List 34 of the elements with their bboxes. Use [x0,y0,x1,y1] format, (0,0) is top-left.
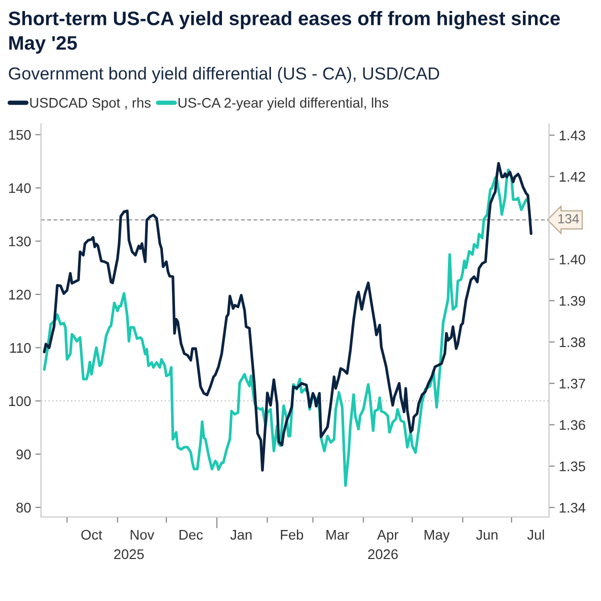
y-tick-label: 80 [16,502,31,513]
text: 2025 [114,549,144,560]
y-tick-label: 110 [10,342,31,353]
y-tick-label: 130 [9,236,31,246]
y-tick-label: 120 [9,290,31,300]
x-tick-label: May [424,530,450,542]
legend-label: USDCAD Spot , rhs [30,98,151,110]
y-tick-label: 90 [16,449,31,460]
y2-tick-label: 1.37 [560,378,586,389]
x-tick-label: Jun [476,530,498,540]
x-tick-label: Nov [130,530,154,540]
y2-tick-label: 1.34 [560,502,586,513]
y2-tick-label: 1.43 [560,130,586,140]
ref-line-label: 134 [558,214,579,224]
y2-tick-label: 1.35 [560,461,586,472]
x-tick-label: Feb [280,530,304,540]
x-tick-label: Jul [527,530,544,540]
legend-label: US-CA 2-year yield differential, lhs [178,98,388,110]
x-tick-label: Oct [81,530,102,540]
y-tick-label: 100 [9,396,31,406]
x-tick-label: Apr [377,530,398,542]
y-tick-label: 150 [9,130,31,140]
y2-tick-label: 1.39 [560,296,586,306]
text: 2026 [368,549,398,560]
y2-tick-label: 1.38 [560,337,586,348]
y2-tick-label: 1.36 [560,420,586,430]
y2-tick-label: 1.40 [560,254,586,264]
x-tick-label: Dec [180,530,203,540]
x-tick-label: Mar [326,530,350,540]
chart-subtitle: Government bond yield differential (US - CA), USD/CAD [8,66,440,84]
y-tick-label: 140 [9,183,31,194]
x-tick-label: Jan [230,530,252,540]
chart-title: Short-term US-CA yield spread eases off from highest since May '25 [8,11,560,54]
y2-tick-label: 1.42 [560,172,586,182]
